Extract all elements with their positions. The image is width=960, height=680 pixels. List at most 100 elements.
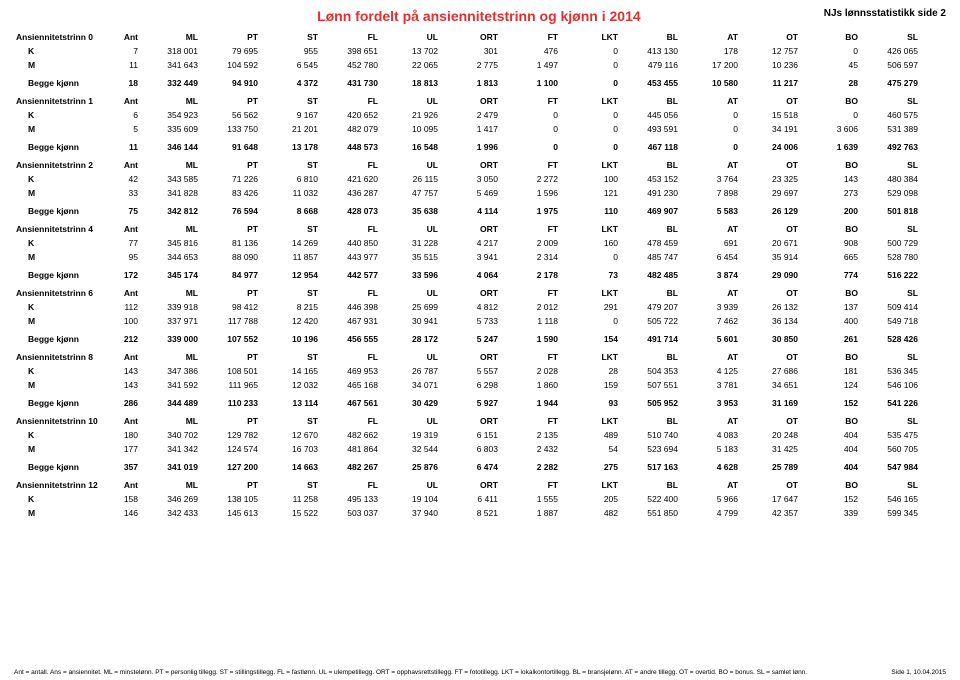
data-row: Begge kjønn75342 81276 5948 668428 07335…	[14, 204, 946, 218]
data-cell: 73	[562, 270, 622, 280]
data-cell: 4 217	[442, 238, 502, 248]
column-header: ML	[142, 416, 202, 426]
page-header: Lønn fordelt på ansiennitetstrinn og kjø…	[14, 8, 946, 24]
section-header-row: Ansiennitetstrinn 0AntMLPTSTFLULORTFTLKT…	[14, 30, 946, 44]
data-cell: 12 032	[262, 380, 322, 390]
data-cell: 4 372	[262, 78, 322, 88]
column-header: ST	[262, 96, 322, 106]
column-header: Ant	[106, 288, 142, 298]
column-header: AT	[682, 416, 742, 426]
data-cell: 212	[106, 334, 142, 344]
data-cell: 111 965	[202, 380, 262, 390]
data-cell: 2 135	[502, 430, 562, 440]
column-header: UL	[382, 32, 442, 42]
data-cell: 345 174	[142, 270, 202, 280]
data-cell: 1 417	[442, 124, 502, 134]
data-cell: 5	[106, 124, 142, 134]
column-header: OT	[742, 32, 802, 42]
data-cell: 75	[106, 206, 142, 216]
column-header: ORT	[442, 32, 502, 42]
data-cell: 36 134	[742, 316, 802, 326]
data-cell: 12 670	[262, 430, 322, 440]
data-cell: 146	[106, 508, 142, 518]
data-cell: 510 740	[622, 430, 682, 440]
data-cell: 0	[562, 60, 622, 70]
row-label: Begge kjønn	[14, 142, 106, 152]
data-cell: 6 803	[442, 444, 502, 454]
data-cell: 479 207	[622, 302, 682, 312]
data-cell: 35 515	[382, 252, 442, 262]
row-label: K	[14, 238, 106, 248]
data-cell: 546 106	[862, 380, 922, 390]
data-cell: 0	[502, 142, 562, 152]
data-cell: 549 718	[862, 316, 922, 326]
column-header: LKT	[562, 352, 622, 362]
seniority-section: Ansiennitetstrinn 12AntMLPTSTFLULORTFTLK…	[14, 478, 946, 520]
column-header: ML	[142, 480, 202, 490]
column-header: FL	[322, 416, 382, 426]
data-cell: 482 662	[322, 430, 382, 440]
row-label: K	[14, 302, 106, 312]
data-cell: 77	[106, 238, 142, 248]
data-cell: 42	[106, 174, 142, 184]
data-cell: 482 267	[322, 462, 382, 472]
data-cell: 479 116	[622, 60, 682, 70]
data-cell: 500 729	[862, 238, 922, 248]
data-cell: 6 810	[262, 174, 322, 184]
row-label: K	[14, 174, 106, 184]
data-cell: 3 781	[682, 380, 742, 390]
data-cell: 6 474	[442, 462, 502, 472]
data-row: M143341 592111 96512 032465 16834 0716 2…	[14, 378, 946, 392]
column-header: BL	[622, 160, 682, 170]
data-cell: 37 940	[382, 508, 442, 518]
data-cell: 9 167	[262, 110, 322, 120]
data-cell: 11	[106, 60, 142, 70]
data-cell: 0	[562, 78, 622, 88]
data-cell: 480 384	[862, 174, 922, 184]
data-cell: 0	[502, 124, 562, 134]
column-header: LKT	[562, 480, 622, 490]
data-cell: 158	[106, 494, 142, 504]
data-cell: 398 651	[322, 46, 382, 56]
column-header: BL	[622, 416, 682, 426]
data-cell: 11	[106, 142, 142, 152]
data-cell: 25 699	[382, 302, 442, 312]
column-header: AT	[682, 96, 742, 106]
data-cell: 431 730	[322, 78, 382, 88]
data-cell: 442 577	[322, 270, 382, 280]
section-title: Ansiennitetstrinn 10	[14, 416, 106, 426]
data-cell: 4 064	[442, 270, 502, 280]
column-header: AT	[682, 288, 742, 298]
data-cell: 501 818	[862, 206, 922, 216]
data-row: M95344 65388 09011 857443 97735 5153 941…	[14, 250, 946, 264]
data-cell: 1 100	[502, 78, 562, 88]
column-header: SL	[862, 96, 922, 106]
data-cell: 79 695	[202, 46, 262, 56]
data-cell: 7 462	[682, 316, 742, 326]
data-cell: 1 118	[502, 316, 562, 326]
data-cell: 261	[802, 334, 862, 344]
column-header: LKT	[562, 416, 622, 426]
data-cell: 1 996	[442, 142, 502, 152]
data-cell: 25 789	[742, 462, 802, 472]
data-cell: 133 750	[202, 124, 262, 134]
column-header: Ant	[106, 224, 142, 234]
column-header: OT	[742, 160, 802, 170]
data-cell: 10 196	[262, 334, 322, 344]
data-cell: 345 816	[142, 238, 202, 248]
data-cell: 137	[802, 302, 862, 312]
data-cell: 121	[562, 188, 622, 198]
data-cell: 332 449	[142, 78, 202, 88]
data-cell: 76 594	[202, 206, 262, 216]
data-cell: 339	[802, 508, 862, 518]
data-cell: 42 357	[742, 508, 802, 518]
data-cell: 19 319	[382, 430, 442, 440]
data-cell: 1 497	[502, 60, 562, 70]
data-row: M5335 609133 75021 201482 07910 0951 417…	[14, 122, 946, 136]
data-cell: 0	[802, 110, 862, 120]
section-title: Ansiennitetstrinn 4	[14, 224, 106, 234]
column-header: PT	[202, 32, 262, 42]
data-cell: 108 501	[202, 366, 262, 376]
data-cell: 492 763	[862, 142, 922, 152]
column-header: FT	[502, 32, 562, 42]
